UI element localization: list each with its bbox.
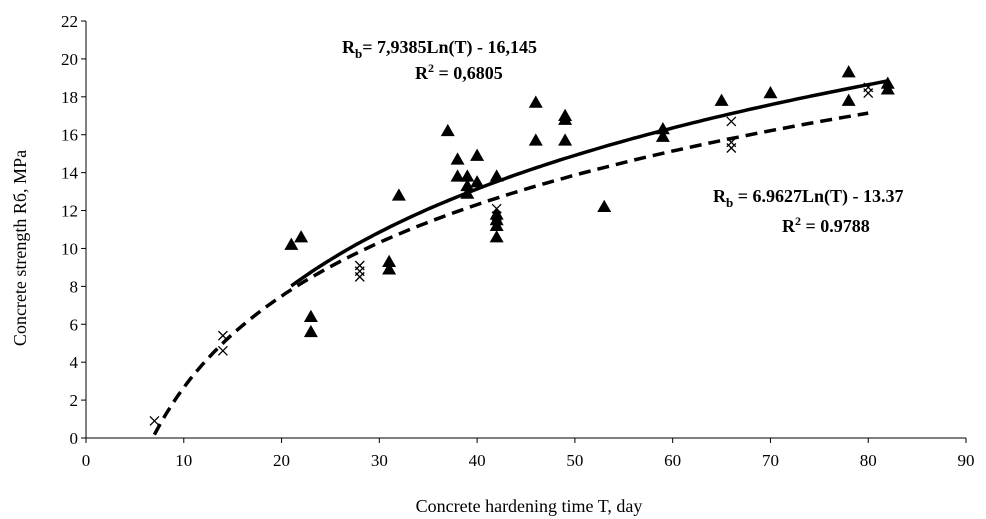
x-point-stroke (726, 143, 737, 153)
triangle-point (460, 169, 475, 182)
y-tick-label: 6 (70, 315, 79, 334)
x-point (149, 415, 160, 426)
y-tick-label: 22 (61, 12, 78, 31)
x-point (726, 116, 737, 127)
x-tick-labels: 0 10 20 30 40 50 60 70 80 90 (82, 451, 975, 470)
triangle-point (382, 254, 397, 267)
triangle-point (841, 93, 856, 106)
x-point-stroke (149, 415, 160, 426)
x-axis-title: Concrete hardening time T, day (416, 496, 643, 516)
triangle-point (470, 175, 485, 188)
triangle-point (284, 237, 299, 250)
y-tick-label: 2 (70, 391, 79, 410)
triangle-point (303, 324, 318, 338)
x-point (217, 345, 228, 356)
x-point (491, 203, 502, 214)
triangle-point (528, 95, 543, 108)
triangle-point (489, 169, 504, 182)
triangle-point (382, 262, 397, 275)
y-tick-label: 0 (70, 429, 79, 448)
y-tick-label: 20 (61, 50, 78, 69)
triangle-point (294, 230, 309, 243)
x-tick-label: 20 (273, 451, 290, 470)
trendlines (152, 79, 889, 436)
x-point-stroke (491, 211, 502, 222)
triangle-point (450, 169, 465, 182)
x-point-stroke (726, 116, 737, 127)
trendline-equation-1: Rb= 7,9385Ln(T) - 16,145 (342, 37, 537, 61)
x-point (863, 88, 874, 98)
trendline-2 (152, 111, 869, 436)
x-tick-label: 70 (762, 451, 779, 470)
x-point-stroke (491, 218, 502, 229)
triangle-point (714, 93, 729, 106)
y-tick-label: 10 (61, 239, 78, 258)
y-tick-label: 18 (61, 88, 78, 107)
x-tick-label: 80 (860, 451, 877, 470)
axes (81, 20, 967, 443)
x-point (491, 211, 502, 222)
triangle-point (558, 112, 573, 125)
triangle-point (763, 86, 778, 99)
triangle-point (528, 133, 543, 146)
triangle-point (655, 129, 670, 142)
triangle-point (470, 148, 485, 161)
triangle-point (880, 82, 895, 95)
x-point (354, 271, 365, 282)
y-tick-label: 8 (70, 277, 79, 296)
trendline-r2-2: R2 = 0.9788 (782, 214, 870, 236)
data-points (149, 65, 895, 426)
x-tick-label: 90 (958, 451, 975, 470)
triangle-point (440, 123, 455, 137)
y-tick-label: 4 (70, 353, 79, 372)
x-tick-label: 0 (82, 451, 91, 470)
x-point (726, 143, 737, 153)
trendline-1 (290, 79, 889, 288)
x-point-stroke (217, 330, 228, 341)
y-axis-title: Concrete strength Rб, MPa (10, 150, 30, 346)
x-point-stroke (354, 271, 365, 282)
y-tick-label: 12 (61, 202, 78, 221)
y-tick-label: 14 (61, 164, 79, 183)
y-tick-labels: 0 2 4 6 8 10 12 14 16 18 20 22 (61, 12, 79, 448)
trendline-equation-2: Rb = 6.9627Ln(T) - 13.37 (713, 186, 904, 210)
x-point-stroke (217, 345, 228, 356)
x-point (217, 330, 228, 341)
triangle-point (597, 199, 612, 213)
triangle-point (489, 230, 504, 243)
x-tick-label: 60 (664, 451, 681, 470)
triangle-point (460, 186, 475, 199)
x-point-stroke (863, 88, 874, 98)
triangle-point (655, 122, 670, 135)
trendline-r2-1: R2 = 0,6805 (415, 61, 503, 83)
triangle-point (558, 133, 573, 146)
x-tick-label: 10 (175, 451, 192, 470)
x-tick-label: 40 (469, 451, 486, 470)
triangle-point (391, 188, 406, 201)
triangle-point (450, 152, 465, 165)
x-tick-label: 50 (566, 451, 583, 470)
x-point (491, 218, 502, 229)
y-tick-label: 16 (61, 126, 78, 145)
x-point-stroke (491, 203, 502, 214)
triangle-point (460, 178, 475, 192)
x-tick-label: 30 (371, 451, 388, 470)
triangle-point (303, 309, 318, 322)
triangle-point (841, 65, 856, 78)
